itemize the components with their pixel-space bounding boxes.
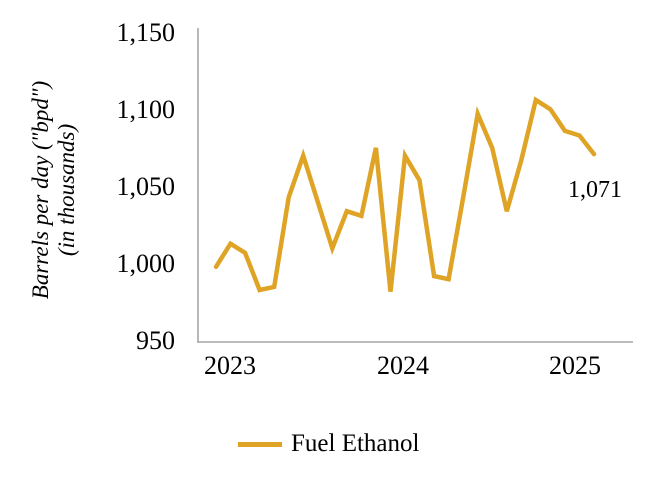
y-axis-title: Barrels per day ("bpd") (in thousands): [28, 50, 82, 330]
y-tick-1150: 1,150: [116, 18, 176, 47]
legend-series-label: Fuel Ethanol: [291, 430, 420, 457]
y-axis-title-line1: Barrels per day ("bpd"): [28, 80, 53, 300]
y-tick-950: 950: [136, 326, 175, 355]
y-tick-1000: 1,000: [116, 249, 176, 278]
y-tick-1050: 1,050: [116, 172, 176, 201]
y-axis-title-line2: (in thousands): [54, 123, 79, 257]
x-tick-2024: 2024: [377, 351, 429, 380]
last-point-data-label: 1,071: [568, 177, 622, 203]
fuel-ethanol-series-line: [213, 96, 597, 293]
legend: Fuel Ethanol: [238, 429, 419, 459]
legend-line-swatch: [238, 441, 282, 447]
x-tick-2025: 2025: [549, 351, 601, 380]
x-tick-2023: 2023: [204, 351, 256, 380]
y-tick-1100: 1,100: [116, 95, 176, 124]
